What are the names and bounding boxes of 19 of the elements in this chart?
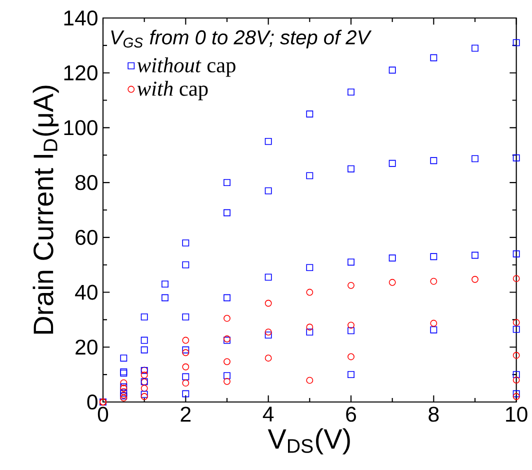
- x-tick-label: 6: [346, 406, 356, 422]
- y-tick-label: 140: [64, 10, 98, 26]
- x-tick-label: 8: [428, 406, 439, 422]
- x-axis-title: V$_{DS}$(V): [268, 428, 350, 454]
- y-tick-label: 80: [75, 175, 98, 190]
- y-tick-label: 40: [75, 284, 98, 300]
- x-tick-label: 0: [98, 406, 108, 422]
- legend-title: V$_{GS}$ from 0 to 28V; step of 2V: [111, 30, 372, 48]
- y-tick-label: 120: [64, 65, 98, 80]
- y-tick-label: 60: [76, 230, 98, 245]
- x-tick-label: 10: [506, 406, 528, 422]
- legend-label: without cap: [137, 57, 236, 77]
- x-tick-label: 2: [180, 406, 191, 422]
- x-tick-label: 4: [262, 406, 274, 422]
- y-tick-label: 100: [64, 120, 98, 136]
- legend-label: with cap: [137, 80, 208, 100]
- y-axis-title: Drain Current I$_{D}$(μA): [32, 86, 59, 334]
- y-tick-label: 20: [76, 340, 98, 355]
- y-tick-label: 0: [87, 394, 98, 410]
